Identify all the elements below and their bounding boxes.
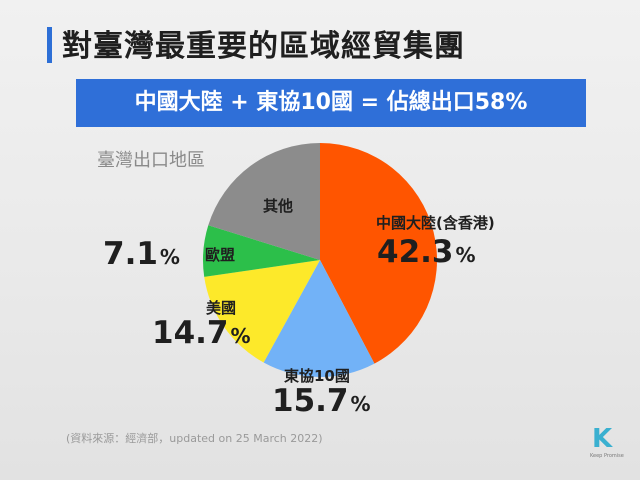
label-asean-sign: % (350, 392, 371, 416)
label-eu-value: 7.1 (103, 236, 158, 272)
label-usa-sign: % (230, 324, 251, 348)
label-china-sign: % (455, 243, 476, 267)
logo-mark: K (592, 424, 613, 454)
title-accent-bar (47, 27, 52, 63)
label-eu-name: 歐盟 (205, 246, 236, 264)
label-eu-percent: 7.1% (103, 236, 180, 272)
label-china-name: 中國大陸(含香港) (376, 214, 495, 232)
page-title: 對臺灣最重要的區域經貿集團 (62, 29, 465, 64)
label-eu-sign: % (159, 245, 180, 269)
pie-slice-1 (263, 260, 375, 378)
label-china-percent: 42.3% (377, 234, 476, 270)
source-footnote: (資料來源：經濟部，updated on 25 March 2022) (66, 432, 323, 445)
label-china-value: 42.3 (377, 234, 454, 270)
chart-subtitle: 臺灣出口地區 (97, 150, 205, 171)
label-other-name: 其他 (263, 197, 294, 215)
label-usa-name: 美國 (206, 299, 237, 317)
summary-banner: 中國大陸 + 東協10國 = 佔總出口58% (76, 79, 586, 127)
label-asean-name: 東協10國 (284, 367, 350, 385)
label-asean-value: 15.7 (272, 383, 349, 419)
label-usa-percent: 14.7% (152, 315, 251, 351)
pie-slice-4 (208, 143, 320, 260)
label-usa-value: 14.7 (152, 315, 229, 351)
logo-tagline: Keep Promise (590, 453, 624, 459)
pie-slice-2 (204, 260, 320, 363)
brand-logo: K Keep Promise (590, 425, 624, 465)
pie-slice-3 (203, 225, 320, 277)
label-asean-percent: 15.7% (272, 383, 371, 419)
pie-slice-0 (320, 143, 437, 364)
